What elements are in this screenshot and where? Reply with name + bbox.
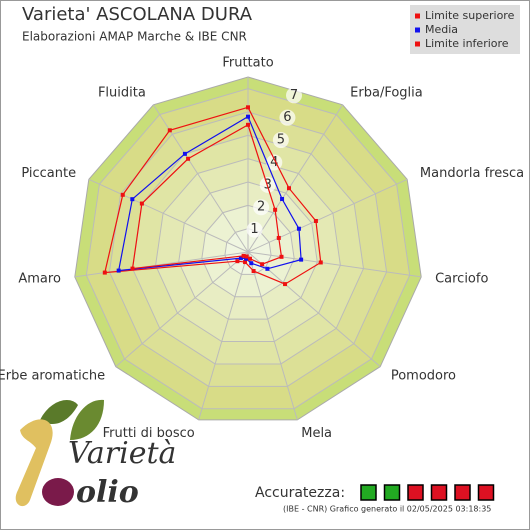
marker — [139, 201, 144, 206]
r-tick-label: 7 — [290, 88, 298, 103]
marker — [249, 261, 254, 266]
marker — [280, 197, 285, 202]
spoke — [247, 251, 381, 367]
legend-label: Limite inferiore — [425, 37, 509, 50]
axis-label: Frutti di bosco — [103, 426, 195, 441]
r-tick-label: 4 — [270, 155, 278, 170]
axis-label: Amaro — [18, 271, 61, 286]
marker — [313, 218, 318, 223]
axis-label: Mandorla fresca — [420, 166, 524, 181]
marker — [244, 254, 249, 259]
legend-box — [410, 5, 520, 54]
marker — [102, 270, 107, 275]
accuracy-box — [454, 484, 471, 501]
accuracy-box — [477, 484, 495, 501]
marker — [299, 257, 304, 262]
series-line — [104, 106, 322, 285]
marker — [167, 128, 172, 133]
spoke — [247, 104, 344, 253]
marker — [276, 235, 281, 240]
marker — [235, 259, 240, 264]
marker — [238, 256, 243, 261]
marker — [251, 269, 256, 274]
series-line — [117, 115, 302, 272]
accuracy-box — [360, 484, 377, 501]
axis-label: Fluidita — [98, 86, 146, 101]
axis-label: Erba/Foglia — [350, 86, 423, 101]
marker — [241, 253, 246, 258]
marker — [279, 254, 284, 259]
tick-bg — [246, 221, 263, 238]
logo-one — [15, 419, 53, 507]
logo-leaf — [40, 400, 78, 425]
legend-swatch — [415, 13, 420, 19]
legend-swatch — [415, 27, 420, 33]
marker — [296, 226, 301, 231]
axis-label: Mela — [301, 426, 332, 441]
marker — [318, 260, 323, 265]
spoke — [247, 251, 298, 421]
marker — [246, 105, 250, 110]
marker — [260, 262, 265, 267]
footnote: (IBE - CNR) Grafico generato il 02/05/20… — [283, 505, 491, 514]
chart-subtitle: Elaborazioni AMAP Marche & IBE CNR — [22, 30, 247, 44]
marker — [182, 151, 187, 156]
logo-word: Varietà — [68, 436, 176, 471]
plot: Fruttato Erba/Foglia Mandorla fresca Carcio… — [0, 56, 524, 441]
marker — [247, 256, 252, 261]
marker — [186, 156, 191, 161]
logo-olive — [42, 478, 74, 506]
tick-bg — [286, 87, 303, 104]
spoke — [115, 251, 249, 367]
marker — [283, 282, 288, 287]
accuracy-label: Accuratezza: — [255, 485, 345, 501]
axis-label: Fruttato — [222, 56, 273, 71]
logo-leaf — [70, 399, 104, 440]
marker — [120, 192, 125, 197]
marker — [273, 207, 278, 212]
marker — [243, 260, 248, 265]
legend-label: Limite superiore — [425, 9, 515, 22]
marker — [265, 266, 270, 271]
marker — [130, 197, 135, 202]
logo-word: olio — [76, 475, 139, 510]
tick-bg — [279, 109, 296, 126]
r-tick-label: 6 — [283, 110, 291, 125]
spoke — [247, 251, 422, 278]
legend-swatch — [415, 41, 420, 47]
marker — [246, 122, 250, 127]
spoke — [198, 251, 249, 421]
axis-label: Pomodoro — [391, 368, 456, 383]
axis-label: Carciofo — [435, 271, 488, 286]
spoke — [247, 178, 408, 253]
tick-bg — [272, 132, 289, 149]
marker — [246, 114, 250, 119]
marker — [286, 186, 291, 191]
accuracy-box — [430, 484, 448, 501]
r-tick-label: 1 — [250, 222, 258, 237]
tick-bg — [253, 199, 270, 216]
axis-label: Erbe aromatiche — [0, 368, 105, 383]
r-tick-label: 5 — [277, 133, 285, 148]
marker — [244, 256, 249, 261]
chart-title: Varieta' ASCOLANA DURA — [22, 4, 253, 25]
accuracy-box — [407, 484, 424, 501]
accuracy-box — [383, 484, 401, 501]
marker — [116, 268, 121, 273]
logo: Varietà olio — [15, 399, 176, 510]
spoke — [88, 178, 249, 253]
accuracy — [360, 484, 495, 501]
legend-label: Media — [425, 23, 458, 36]
axis-label: Piccante — [21, 166, 76, 181]
r-tick-label: 2 — [257, 200, 265, 215]
marker — [130, 266, 135, 271]
